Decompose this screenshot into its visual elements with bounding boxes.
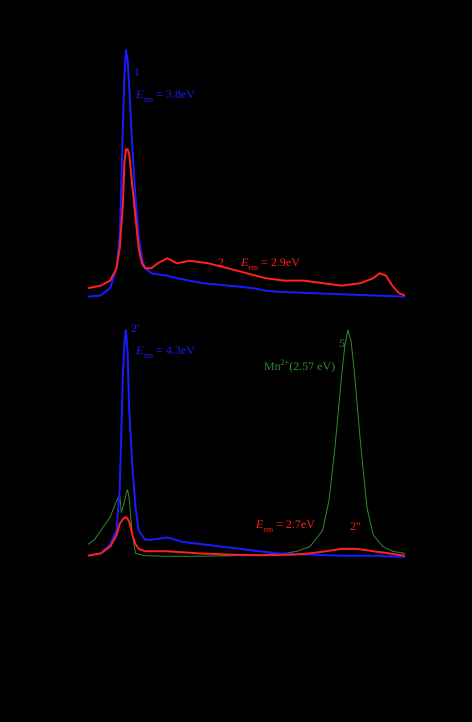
emission-label-2-9: Eem = 2.9eV bbox=[240, 255, 300, 272]
series-line-2pp bbox=[87, 516, 406, 557]
chart-panel-bottom bbox=[87, 329, 406, 558]
series-label-2: 2 bbox=[218, 255, 224, 269]
series-label-2prime: 2' bbox=[131, 321, 139, 335]
series-line-2 bbox=[87, 148, 406, 297]
series-line-1 bbox=[87, 49, 406, 298]
mn-label: Mn2+(2.57 eV) bbox=[264, 358, 335, 373]
series-label-2dprime: 2'' bbox=[350, 519, 360, 533]
emission-label-2-7: Eem = 2.7eV bbox=[255, 517, 315, 534]
emission-label-3-8: Eem = 3.8eV bbox=[135, 87, 195, 104]
series-line-2p bbox=[87, 329, 406, 558]
series-label-1: 1 bbox=[134, 65, 140, 79]
series-label-5: 5 bbox=[339, 336, 345, 350]
chart-panel-top bbox=[87, 49, 406, 298]
emission-label-4-3: Eem = 4.3eV bbox=[135, 343, 195, 360]
